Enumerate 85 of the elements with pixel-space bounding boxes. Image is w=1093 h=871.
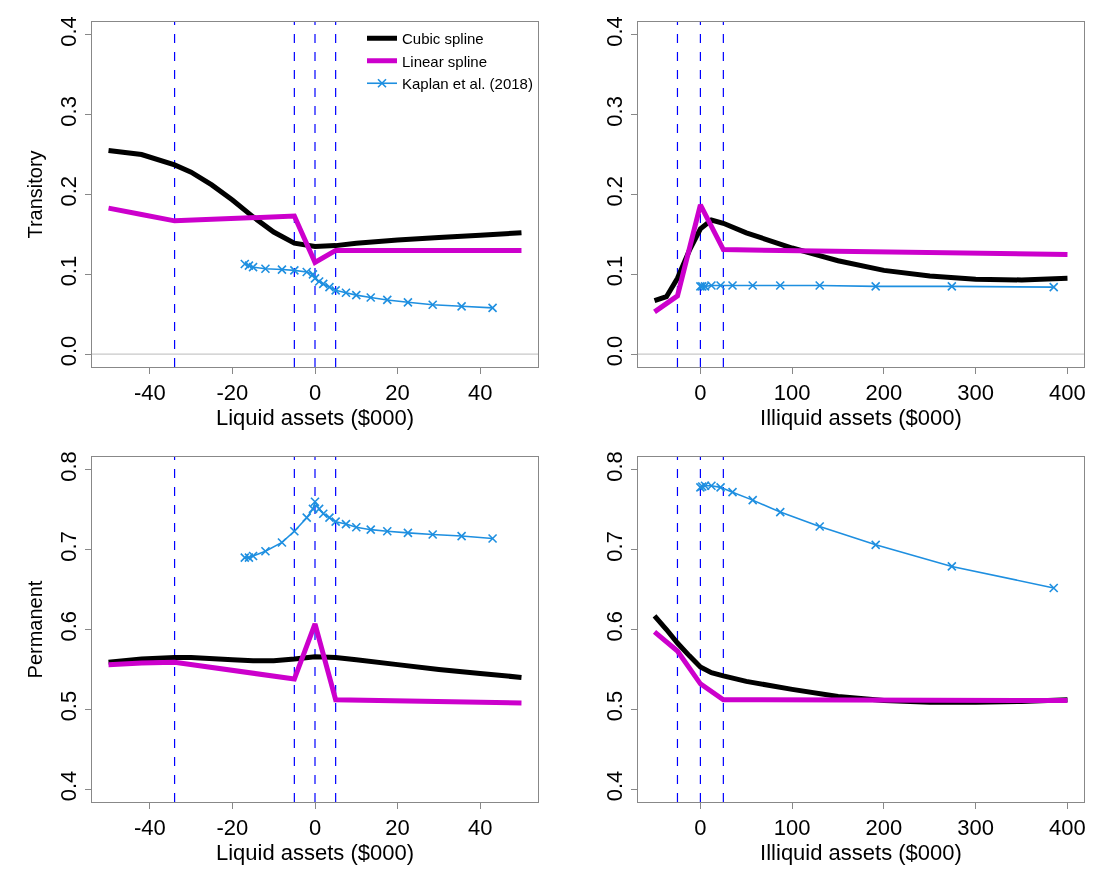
point — [289, 265, 300, 276]
x-tick-label: 400 — [1049, 380, 1086, 406]
x-tick-label: 100 — [773, 380, 811, 406]
legend-label: Cubic spline — [402, 30, 484, 48]
x-axis-title: Liquid assets ($000) — [215, 840, 415, 866]
x-axis-title: Liquid assets ($000) — [215, 405, 415, 431]
y-tick-label: 0.4 — [602, 770, 628, 802]
y-tick-label: 0.5 — [56, 690, 82, 722]
point — [289, 526, 300, 537]
point — [324, 512, 335, 523]
x-tick-label: -20 — [216, 815, 249, 841]
legend-label: Linear spline — [402, 52, 488, 70]
x-axis-title: Illiquid assets ($000) — [760, 405, 962, 431]
point — [310, 273, 320, 284]
y-tick-label: 0.5 — [602, 690, 628, 722]
x-tick-label: 300 — [957, 815, 995, 841]
point — [318, 508, 329, 519]
y-tick-label: 0.0 — [602, 335, 628, 367]
x-tick-label: 300 — [957, 380, 995, 406]
point — [301, 512, 312, 523]
point — [403, 297, 413, 308]
y-tick-label: 0.4 — [56, 16, 82, 47]
point — [382, 526, 393, 537]
x-tick-label: 200 — [865, 815, 903, 841]
x-tick-label: 40 — [467, 380, 493, 406]
point — [244, 260, 254, 271]
point — [747, 495, 758, 505]
y-tick-label: 0.0 — [56, 335, 82, 367]
y-tick-label: 0.7 — [602, 531, 628, 562]
x-axis-title: Illiquid assets ($000) — [760, 840, 962, 866]
y-tick-label: 0.6 — [56, 610, 82, 642]
x-tick-label: 100 — [773, 815, 811, 841]
x-tick-label: 0 — [694, 815, 707, 841]
x-tick-label: 20 — [385, 815, 410, 841]
point — [351, 522, 362, 533]
x-tick-label: 0 — [694, 380, 707, 406]
y-tick-label: 0.2 — [56, 175, 82, 207]
y-tick-label: 0.8 — [602, 451, 628, 482]
point — [365, 292, 376, 303]
point — [403, 528, 413, 538]
point — [244, 552, 254, 563]
x-tick-label: 400 — [1049, 815, 1086, 841]
point — [382, 295, 393, 305]
x-tick-label: -40 — [133, 815, 166, 841]
point — [310, 496, 320, 507]
point — [1048, 583, 1059, 593]
y-tick-label: 0.8 — [56, 451, 82, 482]
point — [260, 263, 271, 274]
point — [314, 276, 324, 287]
point — [277, 537, 287, 548]
point — [456, 301, 467, 312]
point — [318, 279, 329, 289]
point — [775, 507, 786, 517]
y-tick-label: 0.7 — [56, 531, 82, 562]
point — [456, 531, 467, 541]
x-tick-label: -20 — [216, 380, 249, 406]
point — [365, 524, 376, 535]
y-tick-label: 0.4 — [56, 770, 82, 802]
point — [947, 561, 957, 572]
y-tick-label: 0.1 — [56, 255, 82, 287]
y-tick-label: 0.6 — [602, 610, 628, 642]
x-tick-label: -40 — [133, 380, 166, 406]
point — [427, 299, 438, 310]
point — [487, 303, 498, 313]
x-tick-label: 0 — [308, 815, 322, 841]
x-tick-label: 20 — [385, 380, 410, 406]
y-tick-label: 0.3 — [56, 96, 82, 127]
x-tick-label: 200 — [865, 380, 903, 406]
point — [870, 540, 881, 550]
point — [487, 533, 498, 544]
point — [814, 521, 825, 532]
x-tick-label: 0 — [308, 380, 322, 406]
point — [277, 264, 287, 275]
point — [727, 487, 738, 497]
y-axis-title: Transitory — [23, 150, 46, 239]
legend-label: Kaplan et al. (2018) — [402, 75, 533, 93]
y-tick-label: 0.4 — [602, 16, 628, 47]
y-axis-title: Permanent — [23, 580, 46, 679]
point — [427, 529, 438, 540]
x-tick-label: 40 — [467, 815, 493, 841]
point — [260, 546, 271, 557]
point — [324, 282, 335, 292]
y-tick-label: 0.3 — [602, 96, 628, 127]
y-tick-label: 0.2 — [602, 175, 628, 207]
y-tick-label: 0.1 — [602, 255, 628, 287]
